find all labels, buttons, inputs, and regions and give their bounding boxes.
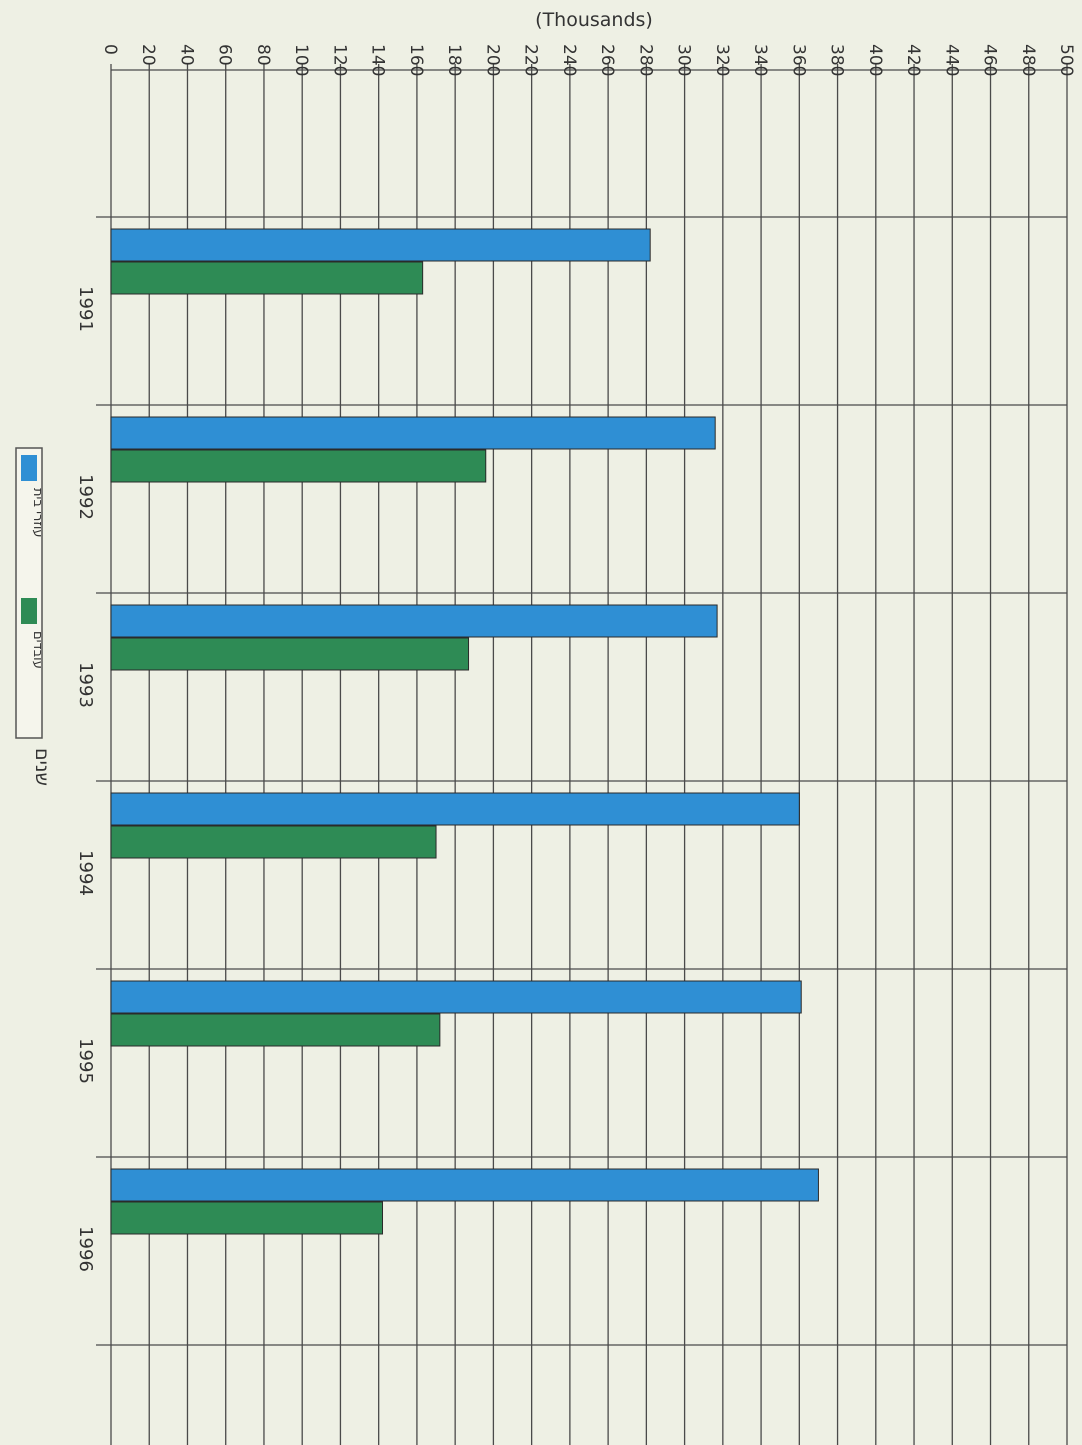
tick-label: 280 — [635, 44, 655, 76]
legend-box — [15, 447, 43, 739]
tick-label: 40 — [176, 44, 196, 66]
bar-1993-series-2 — [110, 637, 470, 671]
legend-title: שנים — [31, 748, 53, 786]
tick-label: 420 — [903, 44, 923, 76]
category-label-1993: 1993 — [75, 662, 96, 708]
bar-1991-series-1 — [110, 228, 651, 262]
tick-label: 0 — [100, 44, 120, 55]
legend: עוזרי בית עובדים שנים — [15, 447, 53, 786]
category-label-1991: 1991 — [75, 286, 96, 332]
tick-label: 340 — [750, 44, 770, 76]
grid — [96, 69, 1068, 1445]
legend-swatch-series-1 — [21, 455, 37, 481]
x-axis-label: (Thousands) — [535, 9, 653, 31]
category-label-1995: 1995 — [75, 1038, 96, 1084]
tick-label: 480 — [1018, 44, 1038, 76]
tick-label: 400 — [865, 44, 885, 76]
tick-label: 320 — [712, 44, 732, 76]
tick-label: 240 — [559, 44, 579, 76]
bars — [110, 228, 819, 1235]
bar-1994-series-1 — [110, 792, 800, 826]
tick-label: 160 — [406, 44, 426, 76]
bar-1991-series-2 — [110, 261, 424, 295]
legend-label-series-2: עובדים — [30, 631, 45, 669]
category-labels: 1991 1992 1993 1994 1995 1996 — [75, 286, 96, 1272]
bar-1995-series-2 — [110, 1013, 441, 1047]
bar-1992-series-1 — [110, 416, 716, 450]
tick-label: 120 — [329, 44, 349, 76]
tick-label: 200 — [482, 44, 502, 76]
legend-swatch-series-2 — [21, 598, 37, 624]
tick-label: 100 — [291, 44, 311, 76]
tick-label: 500 — [1056, 44, 1076, 76]
bar-1996-series-2 — [110, 1201, 384, 1235]
tick-label: 380 — [827, 44, 847, 76]
tick-label: 300 — [674, 44, 694, 76]
tick-label: 20 — [138, 44, 158, 66]
tick-label: 80 — [253, 44, 273, 66]
category-label-1996: 1996 — [75, 1226, 96, 1272]
tick-label: 180 — [444, 44, 464, 76]
bar-1995-series-1 — [110, 980, 802, 1014]
tick-label: 140 — [368, 44, 388, 76]
bar-1993-series-1 — [110, 604, 718, 638]
x-axis-ticks: 0 20 40 60 80 100 120 140 160 180 200 220 240 260 280 3… — [100, 44, 1076, 76]
bar-1992-series-2 — [110, 449, 487, 483]
category-label-1994: 1994 — [75, 850, 96, 896]
bar-1996-series-1 — [110, 1168, 819, 1202]
category-label-1992: 1992 — [75, 474, 96, 520]
tick-label: 440 — [941, 44, 961, 76]
tick-label: 360 — [788, 44, 808, 76]
legend-label-series-1: עוזרי בית — [30, 488, 45, 538]
tick-label: 60 — [215, 44, 235, 66]
tick-label: 460 — [980, 44, 1000, 76]
tick-label: 260 — [597, 44, 617, 76]
bar-1994-series-2 — [110, 825, 437, 859]
tick-label: 220 — [521, 44, 541, 76]
